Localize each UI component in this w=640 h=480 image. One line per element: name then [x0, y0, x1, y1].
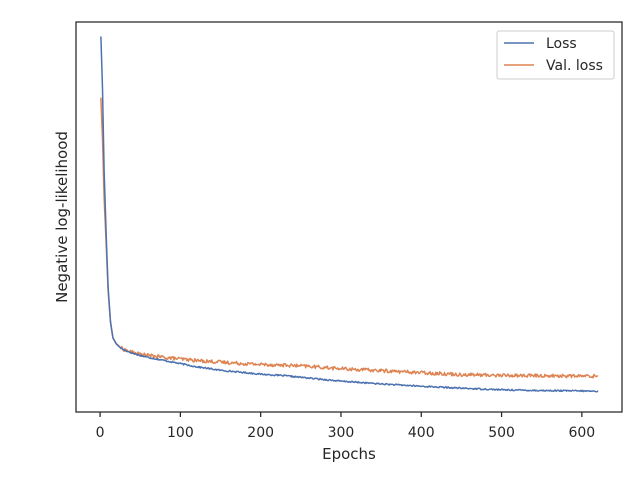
x-tick-label: 400	[408, 425, 435, 441]
x-tick-label: 300	[328, 425, 355, 441]
loss-line	[100, 36, 599, 393]
x-tick-label: 600	[568, 425, 595, 441]
y-axis-label: Negative log-likelihood	[53, 131, 71, 303]
legend-label-val-loss: Val. loss	[546, 58, 603, 74]
x-tick-label: 0	[96, 425, 105, 441]
x-axis-label: Epochs	[322, 445, 376, 463]
plot-frame	[75, 21, 623, 413]
x-tick-label: 100	[167, 425, 194, 441]
x-axis-ticks: 0 100 200 300 400 500 600	[96, 412, 595, 441]
legend-label-loss: Loss	[546, 36, 577, 52]
val-loss-line	[100, 97, 599, 379]
legend: Loss Val. loss	[496, 30, 615, 80]
x-tick-label: 200	[247, 425, 274, 441]
x-tick-label: 500	[488, 425, 515, 441]
plot-lines	[100, 36, 599, 393]
